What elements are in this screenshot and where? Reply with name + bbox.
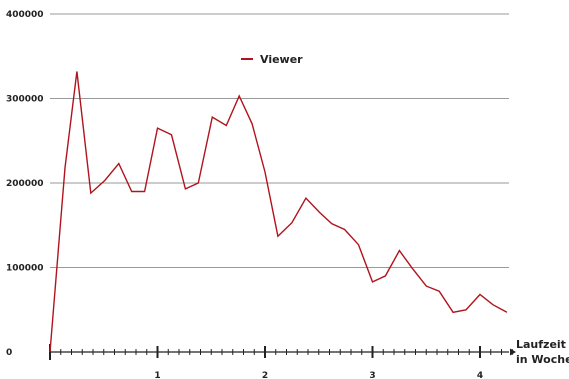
x-axis-title-line2: in Wochen <box>516 353 569 366</box>
y-tick-label: 0 <box>6 348 12 358</box>
y-tick-label: 200000 <box>6 179 44 189</box>
y-tick-label: 300000 <box>6 95 44 105</box>
x-tick-label: 4 <box>477 371 483 379</box>
series-layer <box>49 71 508 353</box>
y-axis-tick-labels: 0 100000 200000 300000 400000 <box>6 10 44 358</box>
legend-label-viewer: Viewer <box>260 53 303 66</box>
legend: Viewer <box>241 53 303 66</box>
gridlines <box>50 13 509 268</box>
x-axis-title-line1: Laufzeit <box>516 338 566 351</box>
x-tick-label: 2 <box>262 371 268 379</box>
series-line-viewer <box>49 71 508 353</box>
y-tick-label: 400000 <box>6 10 44 20</box>
x-axis-arrow <box>510 348 516 356</box>
y-tick-label: 100000 <box>6 264 44 274</box>
x-tick-label: 3 <box>369 371 375 379</box>
x-axis: 1 2 3 4 <box>49 344 516 379</box>
x-tick-label: 1 <box>154 371 160 379</box>
